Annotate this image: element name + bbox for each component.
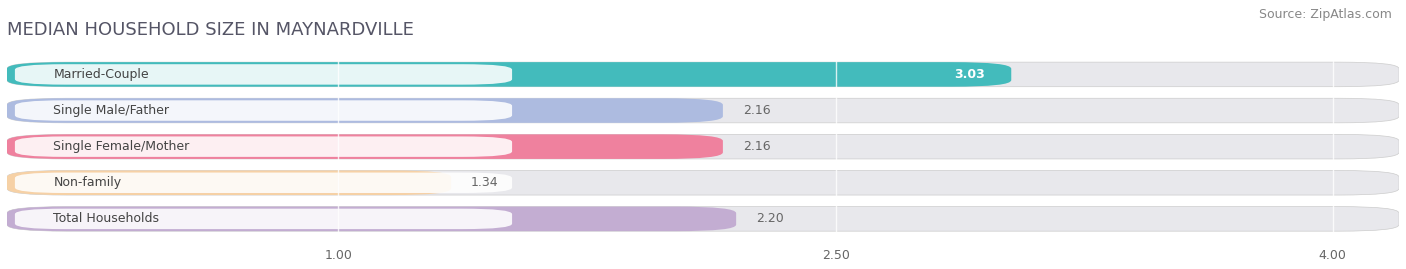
FancyBboxPatch shape xyxy=(15,172,512,193)
Text: Source: ZipAtlas.com: Source: ZipAtlas.com xyxy=(1258,8,1392,21)
FancyBboxPatch shape xyxy=(7,62,1399,87)
FancyBboxPatch shape xyxy=(15,64,512,85)
Text: 2.20: 2.20 xyxy=(756,213,783,225)
FancyBboxPatch shape xyxy=(15,100,512,121)
FancyBboxPatch shape xyxy=(7,98,1399,123)
Text: MEDIAN HOUSEHOLD SIZE IN MAYNARDVILLE: MEDIAN HOUSEHOLD SIZE IN MAYNARDVILLE xyxy=(7,20,413,38)
FancyBboxPatch shape xyxy=(7,98,723,123)
Text: 2.16: 2.16 xyxy=(742,140,770,153)
Text: 3.03: 3.03 xyxy=(955,68,984,81)
FancyBboxPatch shape xyxy=(7,207,737,231)
FancyBboxPatch shape xyxy=(15,136,512,157)
FancyBboxPatch shape xyxy=(7,62,1011,87)
Text: Single Female/Mother: Single Female/Mother xyxy=(53,140,190,153)
Text: 1.34: 1.34 xyxy=(471,176,499,189)
Text: Married-Couple: Married-Couple xyxy=(53,68,149,81)
Text: Total Households: Total Households xyxy=(53,213,159,225)
FancyBboxPatch shape xyxy=(7,134,1399,159)
Text: 2.16: 2.16 xyxy=(742,104,770,117)
FancyBboxPatch shape xyxy=(7,171,451,195)
FancyBboxPatch shape xyxy=(7,207,1399,231)
Text: Single Male/Father: Single Male/Father xyxy=(53,104,169,117)
FancyBboxPatch shape xyxy=(7,171,1399,195)
FancyBboxPatch shape xyxy=(7,134,723,159)
Text: Non-family: Non-family xyxy=(53,176,121,189)
FancyBboxPatch shape xyxy=(15,209,512,229)
